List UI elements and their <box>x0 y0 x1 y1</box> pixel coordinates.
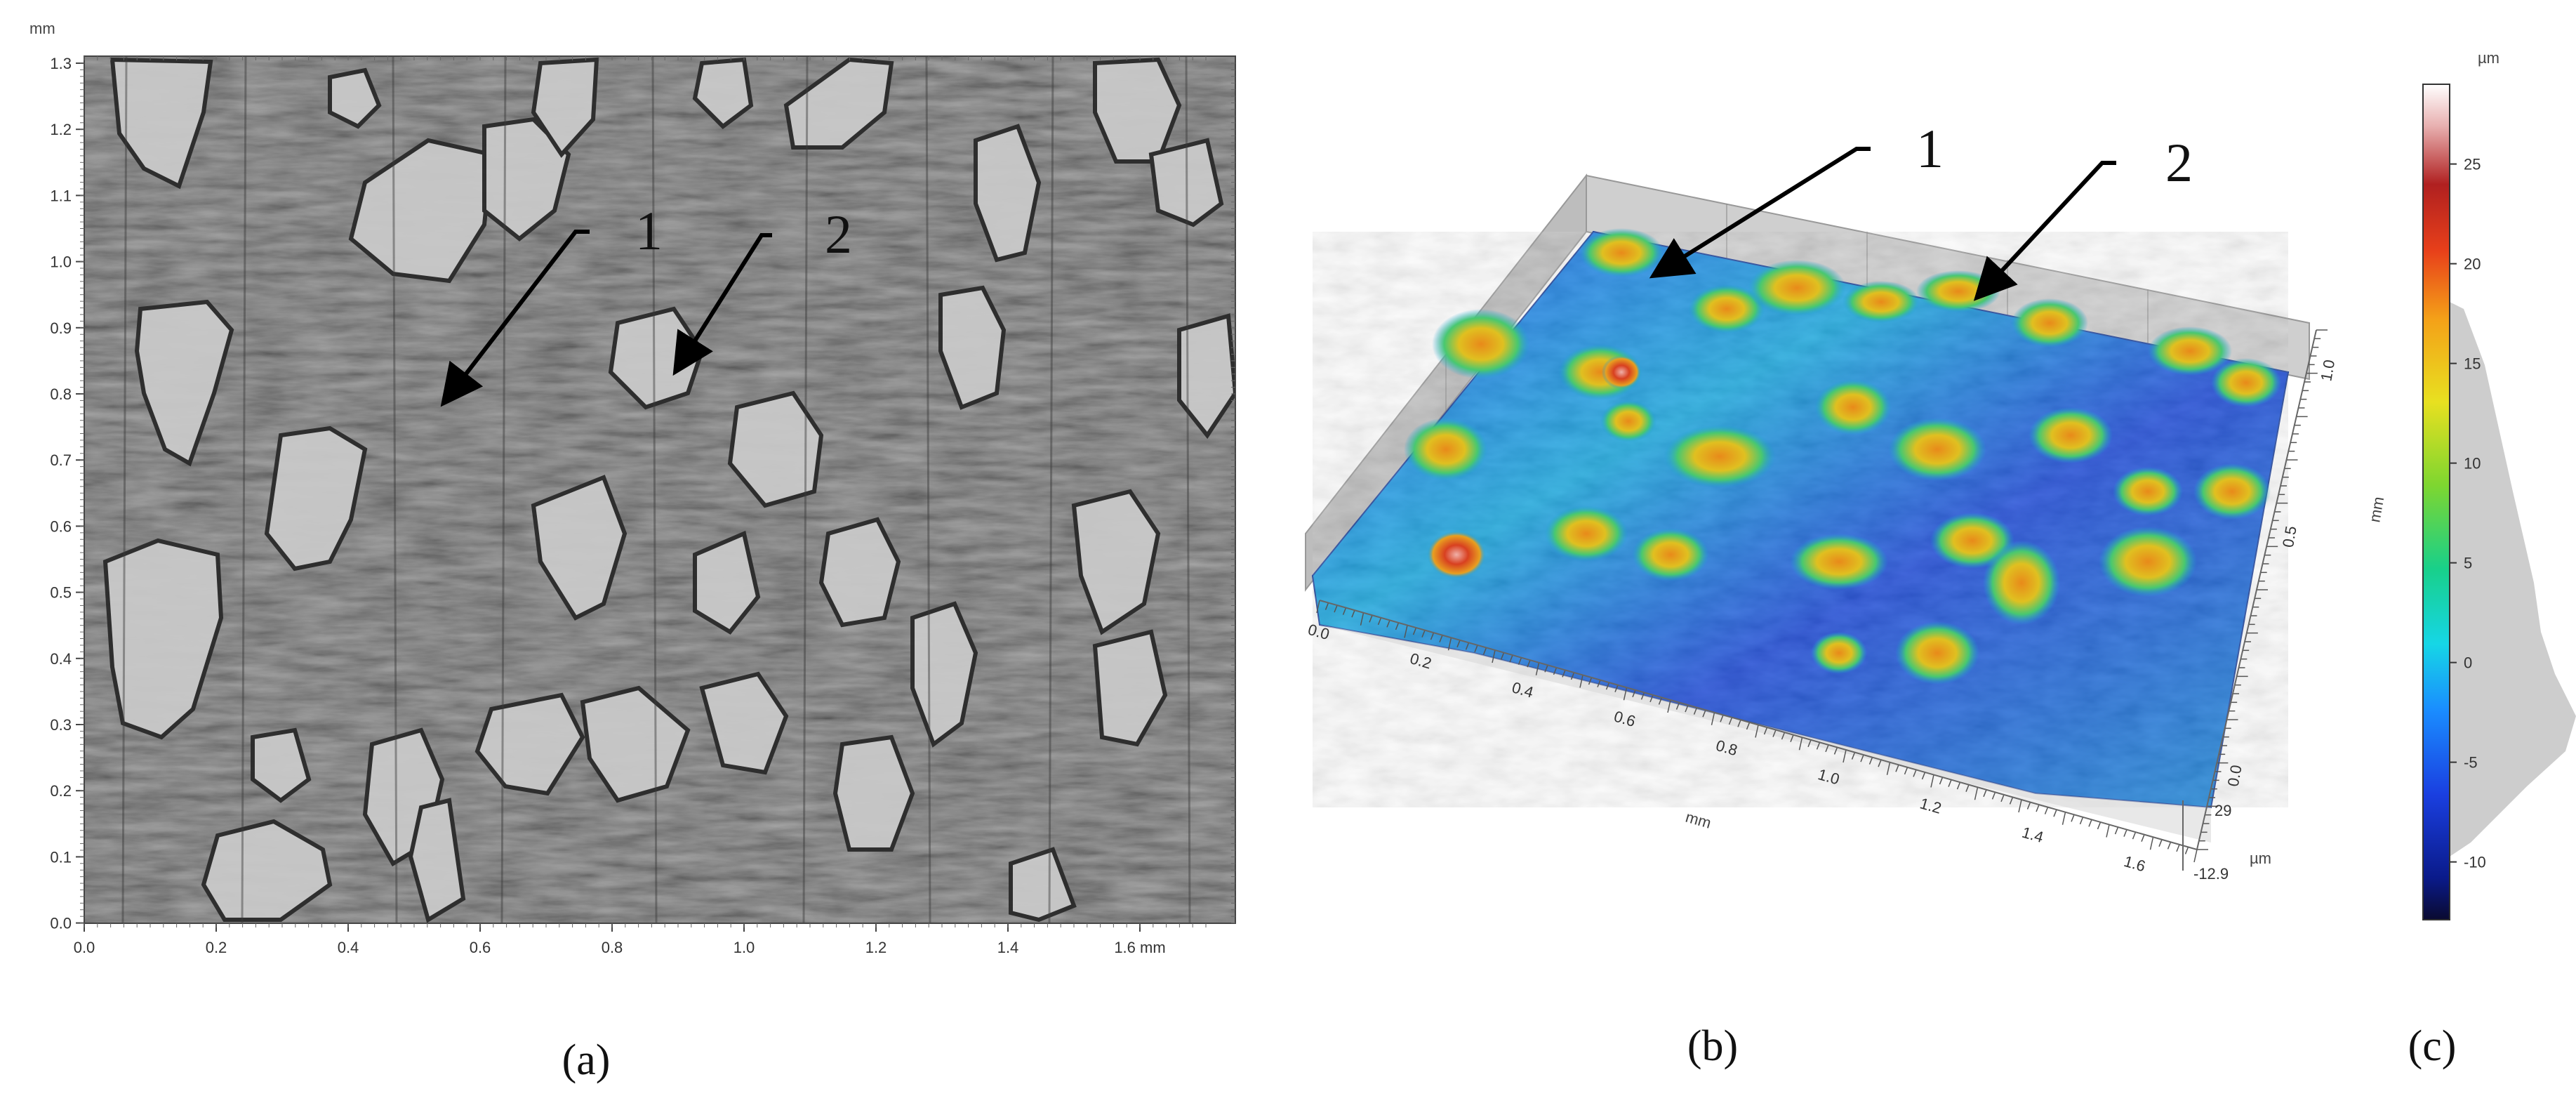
panel-b-x-tick: 1.2 <box>1918 794 1943 817</box>
panel-a-y-tick: 1.0 <box>50 253 72 271</box>
panel-a-y-tick: 1.2 <box>50 121 72 138</box>
panel-b-x-tick: 0.6 <box>1612 708 1638 730</box>
panel-b-y-axis: 0.0 0.5 1.0 <box>2197 329 2338 850</box>
panel-b-y-tick: 0.0 <box>2224 764 2245 788</box>
svg-text:1: 1 <box>1916 118 1944 179</box>
panel-a-y-tick: 1.1 <box>50 187 72 204</box>
panel-c-tick: 5 <box>2464 555 2472 572</box>
panel-b-x-unit: mm <box>1684 808 1713 832</box>
panel-b-y-tick: 0.5 <box>2279 524 2300 548</box>
panel-a-caption: (a) <box>562 1036 611 1084</box>
panel-a-y-tick: 0.7 <box>50 451 72 469</box>
panel-b-z-tick-top: 29 <box>2215 802 2231 819</box>
panel-a: mm <box>29 20 1236 1084</box>
panel-b-x-tick: 1.6 <box>2122 852 2147 875</box>
panel-b-x-tick: 0.4 <box>1510 678 1535 701</box>
panel-b-front-wall <box>1320 625 2211 843</box>
panel-a-y-tick: 0.3 <box>50 716 72 734</box>
svg-text:1: 1 <box>635 200 663 261</box>
panel-c-ticks: 25 20 15 10 5 0 -5 -10 <box>2450 156 2486 871</box>
panel-a-x-tick: 0.0 <box>74 939 95 956</box>
panel-b: 0.0 0.2 0.4 0.6 0.8 1.0 1.2 1.4 1.6 0.0 0.5 1.0 mm… <box>1305 118 2387 1070</box>
svg-text:2: 2 <box>825 204 852 265</box>
panel-a-y-tick: 0.8 <box>50 385 72 403</box>
panel-c-caption: (c) <box>2408 1022 2457 1070</box>
panel-c-tick: 0 <box>2464 654 2472 672</box>
panel-a-x-axis: 0.0 0.2 0.4 0.6 0.8 1.0 1.2 1.4 1.6 mm <box>74 56 1207 956</box>
panel-b-x-tick: 0.2 <box>1408 649 1433 672</box>
panel-a-x-tick: 0.2 <box>206 939 227 956</box>
panel-a-micrograph <box>84 56 1235 923</box>
panel-b-peaks <box>1404 228 2281 685</box>
panel-c-unit: µm <box>2478 49 2499 67</box>
panel-c-tick: -10 <box>2464 854 2486 871</box>
panel-a-y-tick: 0.2 <box>50 782 72 800</box>
panel-a-y-tick: 0.9 <box>50 319 72 337</box>
panel-a-y-tick: 1.3 <box>50 55 72 72</box>
panel-c-tick: 25 <box>2464 156 2481 173</box>
panel-c-tick: 10 <box>2464 455 2481 473</box>
panel-b-z-tick-bottom: -12.9 <box>2193 865 2229 883</box>
panel-a-x-tick: 0.8 <box>602 939 623 956</box>
panel-b-y-unit: mm <box>2365 495 2387 523</box>
panel-c-tick: -5 <box>2464 754 2478 772</box>
panel-b-x-tick: 1.4 <box>2020 824 2045 846</box>
panel-c: µm 25 20 15 10 5 0 -5 -10 (c) <box>2408 49 2576 1070</box>
panel-a-y-tick: 0.1 <box>50 848 72 866</box>
panel-a-x-tick: 1.4 <box>997 939 1019 956</box>
panel-b-marker-2: 2 <box>1973 132 2193 301</box>
panel-b-caption: (b) <box>1687 1022 1738 1070</box>
panel-a-x-tick: 0.4 <box>338 939 359 956</box>
panel-b-x-tick: 0.8 <box>1714 737 1739 759</box>
panel-a-y-unit: mm <box>29 20 55 37</box>
panel-c-colorbar <box>2422 84 2450 920</box>
panel-c-tick: 15 <box>2464 355 2481 373</box>
panel-c-histogram <box>2450 84 2576 920</box>
panel-a-x-tick: 1.6 mm <box>1114 939 1165 956</box>
panel-a-x-tick: 1.0 <box>733 939 755 956</box>
panel-c-tick: 20 <box>2464 256 2481 273</box>
svg-text:2: 2 <box>2165 132 2193 193</box>
panel-a-x-tick: 0.6 <box>470 939 491 956</box>
panel-a-y-tick: 0.4 <box>50 650 72 668</box>
panel-a-y-tick: 0.0 <box>50 915 72 932</box>
panel-a-y-tick: 0.6 <box>50 517 72 535</box>
panel-a-y-tick: 0.5 <box>50 584 72 602</box>
panel-b-marker-1: 1 <box>1649 118 1944 279</box>
panel-a-marker-2: 2 <box>672 204 852 376</box>
panel-a-y-axis: 1.3 1.2 1.1 1.0 0.9 0.8 0.7 0.6 0.5 0.4 0.3 0.2 0.1 0… <box>50 55 1235 932</box>
panel-a-marker-1: 1 <box>440 200 663 407</box>
panel-b-x-tick: 1.0 <box>1816 765 1841 788</box>
panel-a-frame <box>84 55 1236 924</box>
panel-a-x-tick: 1.2 <box>865 939 887 956</box>
panel-b-y-tick: 1.0 <box>2317 358 2338 382</box>
panel-b-z-unit: µm <box>2250 850 2271 867</box>
